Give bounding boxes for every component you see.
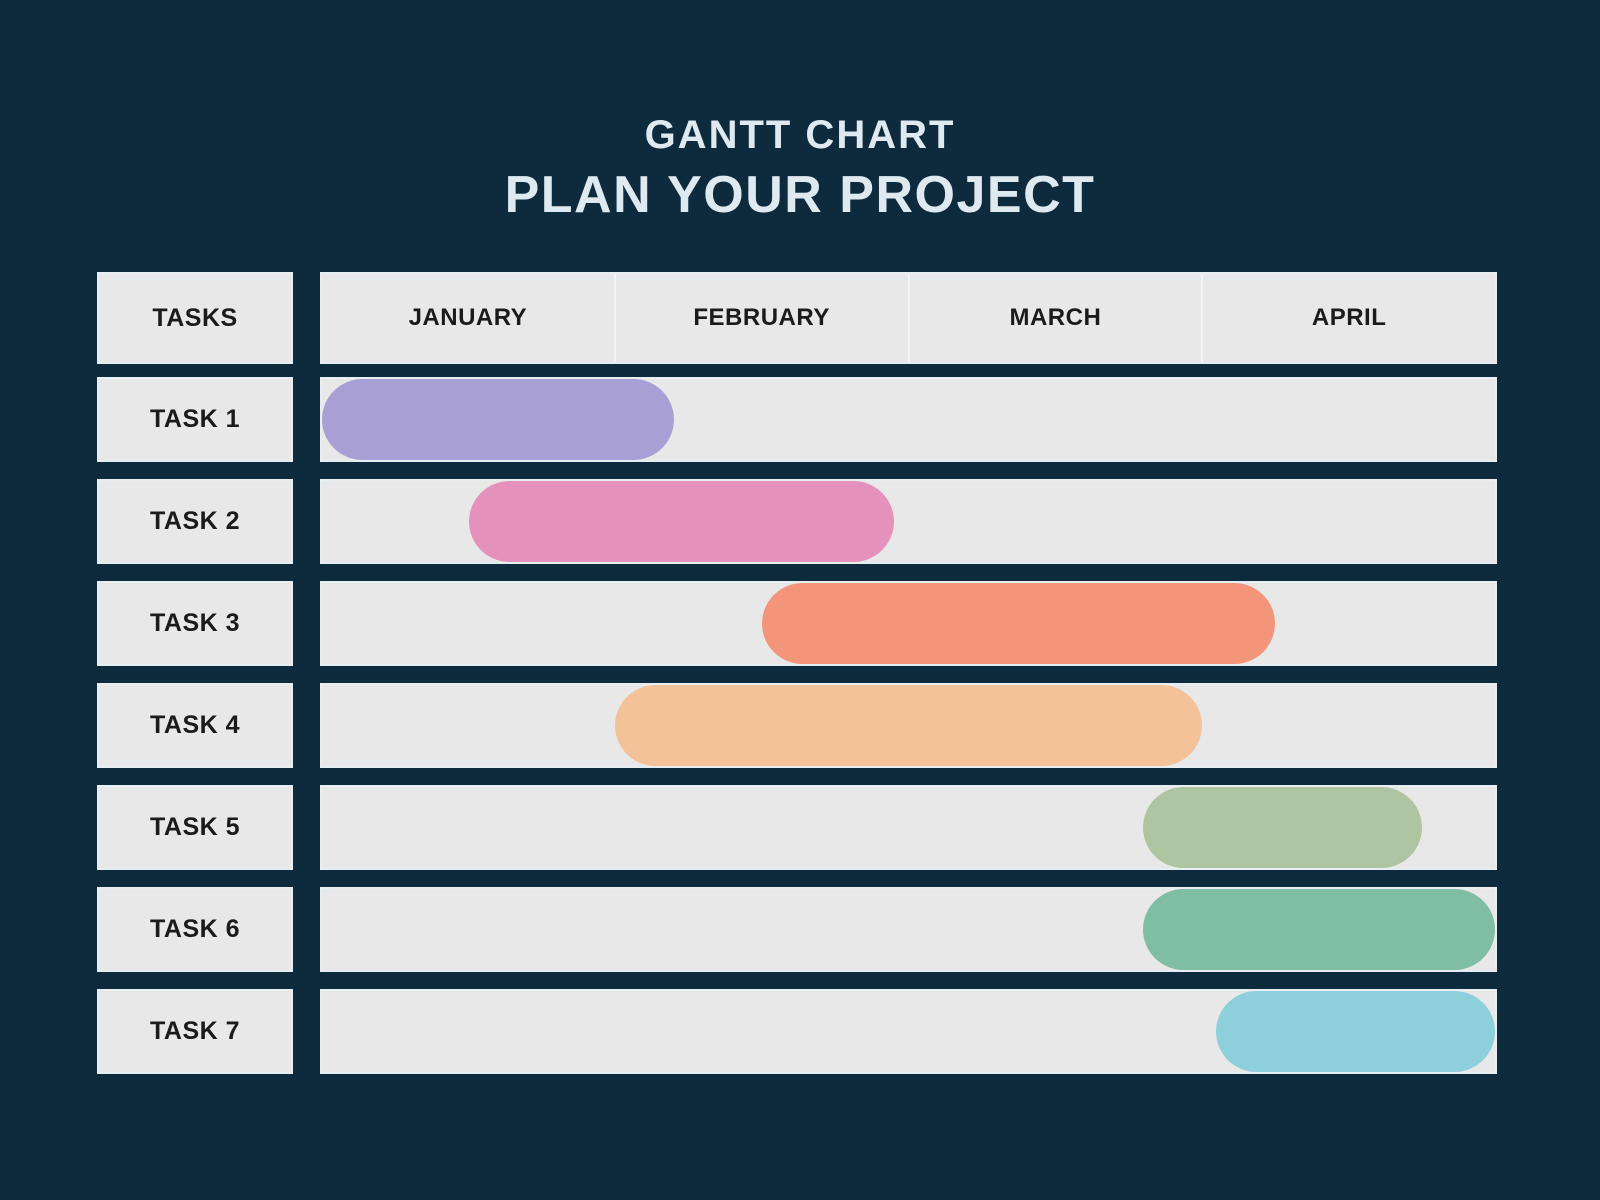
task-label: TASK 6 [97,887,293,972]
task-bar [1216,991,1495,1072]
title-block: GANTT CHART PLAN YOUR PROJECT [0,0,1600,226]
task-bar [468,481,894,562]
task-bar [322,379,674,460]
gantt-rows: TASK 1 TASK 2 TASK 3 TASK 4 TASK 5 TASK … [97,377,1497,1074]
task-row: TASK 6 [97,887,1497,972]
months-header: JANUARY FEBRUARY MARCH APRIL [320,272,1497,364]
task-label: TASK 5 [97,785,293,870]
month-header-label: JANUARY [408,304,528,331]
tasks-column-header: TASKS [97,272,293,364]
gantt-header-row: TASKS JANUARY FEBRUARY MARCH APRIL [97,272,1497,364]
page-subtitle: GANTT CHART [644,113,956,157]
task-label: TASK 7 [97,989,293,1074]
task-bar [761,583,1276,664]
task-timeline [320,377,1497,462]
task-bar [1143,889,1495,970]
task-timeline [320,479,1497,564]
task-timeline [320,581,1497,666]
task-label: TASK 2 [97,479,293,564]
month-header-label: MARCH [907,274,1202,362]
task-label: TASK 4 [97,683,293,768]
task-timeline [320,989,1497,1074]
task-timeline [320,683,1497,768]
task-row: TASK 1 [97,377,1497,462]
task-row: TASK 4 [97,683,1497,768]
task-row: TASK 3 [97,581,1497,666]
task-timeline [320,785,1497,870]
task-bar [615,685,1202,766]
task-row: TASK 7 [97,989,1497,1074]
task-row: TASK 2 [97,479,1497,564]
task-label: TASK 1 [97,377,293,462]
task-row: TASK 5 [97,785,1497,870]
month-header-label: FEBRUARY [613,274,908,362]
task-label: TASK 3 [97,581,293,666]
gantt-table: TASKS JANUARY FEBRUARY MARCH APRIL TASK 1 T… [97,272,1497,1074]
task-timeline [320,887,1497,972]
task-bar [1143,787,1422,868]
month-header-label: APRIL [1201,274,1495,362]
page-title: PLAN YOUR PROJECT [504,166,1096,224]
